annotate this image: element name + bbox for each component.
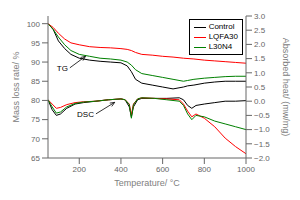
svg-text:−0.5: −0.5 [254,111,270,120]
svg-text:1.0: 1.0 [254,69,266,78]
html-text:L30N4: L30N4 [208,42,233,51]
svg-text:Mass loss rate/ %: Mass loss rate/ % [11,51,21,122]
svg-text:1.5: 1.5 [254,54,266,63]
svg-text:400: 400 [114,165,128,174]
svg-text:600: 600 [156,165,170,174]
svg-text:65: 65 [31,154,40,163]
svg-text:−1.5: −1.5 [254,140,270,149]
html-text:LQFA30: LQFA30 [208,32,238,41]
svg-text:3.0: 3.0 [254,12,266,21]
svg-text:85: 85 [31,77,40,86]
svg-text:2.0: 2.0 [254,40,266,49]
svg-text:0.5: 0.5 [254,83,266,92]
svg-text:75: 75 [31,115,40,124]
svg-text:95: 95 [31,39,40,48]
svg-text:100: 100 [27,20,41,29]
svg-text:Absorbed heat/ (mw/mg): Absorbed heat/ (mw/mg) [281,38,291,137]
svg-text:80: 80 [31,96,40,105]
svg-text:−1.0: −1.0 [254,125,270,134]
svg-text:200: 200 [73,165,87,174]
html-text:Control: Control [208,22,235,31]
svg-text:70: 70 [31,135,40,144]
svg-text:0.0: 0.0 [254,97,266,106]
svg-text:90: 90 [31,58,40,67]
svg-text:2.5: 2.5 [254,26,266,35]
svg-text:1000: 1000 [237,165,255,174]
svg-text:−2.0: −2.0 [254,154,270,163]
svg-text:DSC: DSC [77,110,94,119]
svg-text:TG: TG [57,64,68,73]
svg-text:Temperature/ °C: Temperature/ °C [114,178,180,188]
svg-text:800: 800 [198,165,212,174]
